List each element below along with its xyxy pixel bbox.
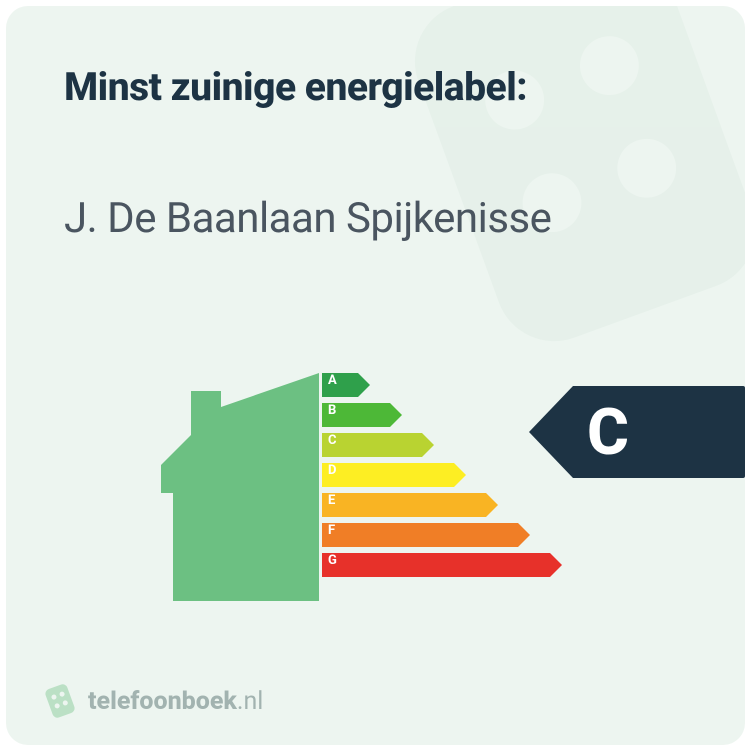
footer-brand-light: .nl (237, 687, 263, 716)
energy-bar-a: A (322, 370, 550, 400)
energy-label-graphic: A B C D E F G (181, 356, 581, 616)
house-icon (161, 373, 321, 613)
title: Minst zuinige energielabel: (64, 64, 527, 110)
energy-bar-b: B (322, 400, 550, 430)
energy-bar-letter: C (328, 433, 337, 448)
footer-phone-icon (42, 683, 78, 719)
energy-bar-e: E (322, 490, 550, 520)
energy-bar-c: C (322, 430, 550, 460)
energy-bar-g: G (322, 550, 550, 580)
rating-badge: C (529, 386, 745, 478)
energy-bar-letter: F (328, 523, 335, 538)
energy-bar-d: D (322, 460, 550, 490)
card: Minst zuinige energielabel: J. De Baanla… (6, 6, 745, 745)
rating-badge-arrow (529, 386, 573, 478)
energy-bar-letter: E (328, 493, 335, 508)
watermark-phone-icon (375, 6, 745, 356)
energy-bar-letter: A (328, 373, 337, 388)
rating-badge-letter: C (573, 386, 745, 478)
subtitle: J. De Baanlaan Spijkenisse (64, 194, 551, 243)
energy-bars: A B C D E F G (322, 370, 550, 580)
energy-bar-letter: B (328, 403, 336, 418)
energy-bar-letter: G (328, 553, 337, 568)
energy-bar-body (322, 463, 454, 487)
energy-bar-body (322, 493, 486, 517)
energy-bar-f: F (322, 520, 550, 550)
energy-bar-body (322, 433, 422, 457)
footer-logo: telefoonboek.nl (42, 683, 263, 719)
energy-bar-body (322, 553, 550, 577)
energy-bar-letter: D (328, 463, 336, 478)
energy-bar-body (322, 523, 518, 547)
footer-brand-bold: telefoonboek (88, 687, 237, 716)
footer-brand: telefoonboek.nl (88, 687, 263, 716)
